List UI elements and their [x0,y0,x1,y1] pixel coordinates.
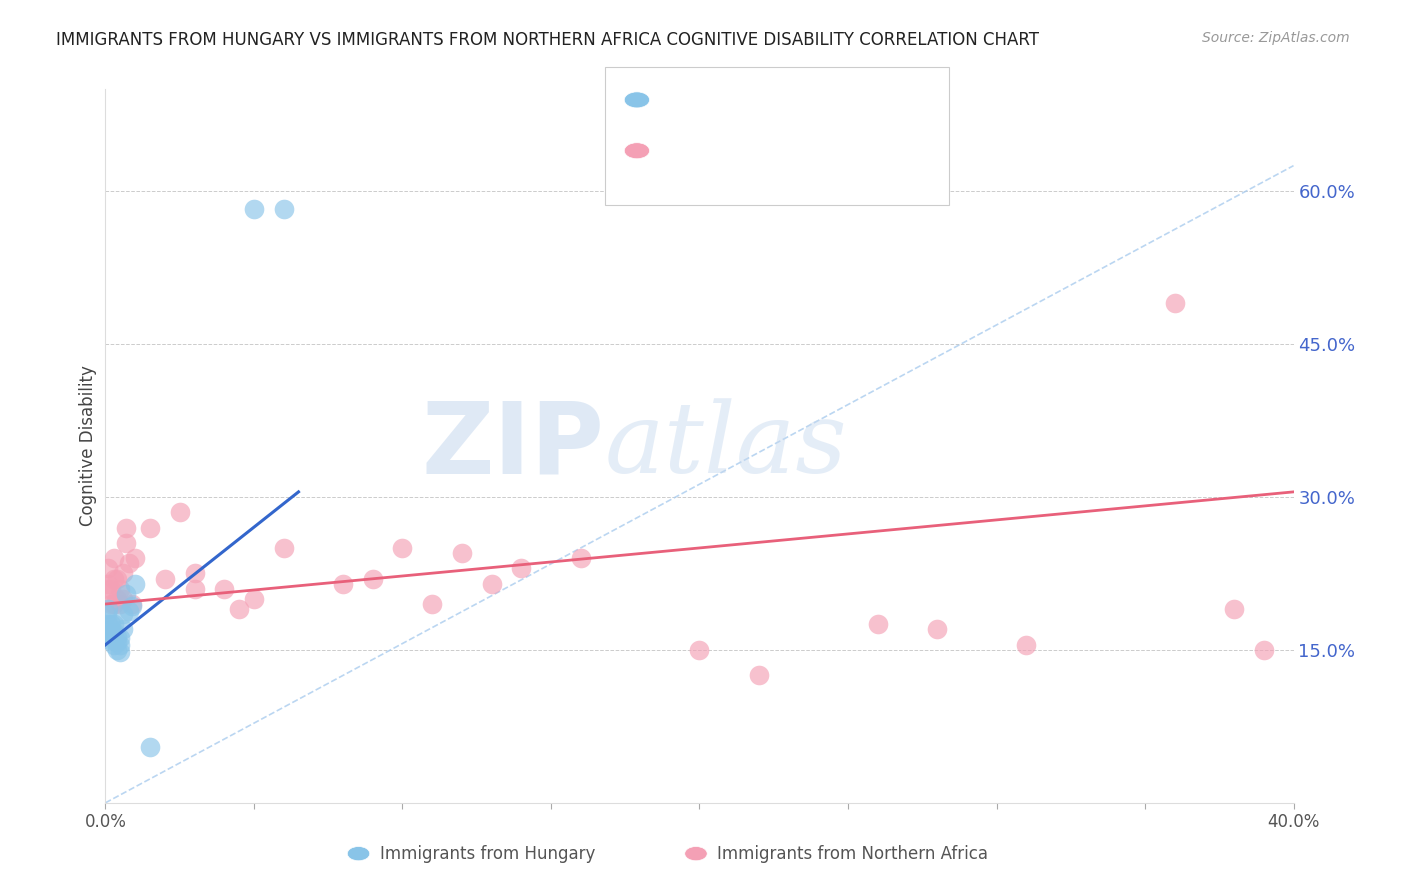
Text: N = 27: N = 27 [787,90,851,108]
Point [100,627,122,641]
Point [105,634,128,648]
Point [110,638,132,652]
Point [97,561,120,575]
Text: Immigrants from Northern Africa: Immigrants from Northern Africa [717,845,988,863]
Point [183,582,205,596]
Point [481,576,503,591]
Point [103,632,125,647]
Point [100,597,122,611]
Point [110,582,132,596]
Y-axis label: Cognitive Disability: Cognitive Disability [79,366,97,526]
Point [112,607,135,622]
Point [450,546,472,560]
Point [105,643,128,657]
Point [105,572,128,586]
Point [103,597,125,611]
Point [214,582,236,596]
Point [1253,643,1275,657]
Point [153,572,176,586]
Point [103,617,125,632]
Point [98,632,121,647]
Point [100,582,122,596]
Point [110,597,132,611]
Text: R = 0.357: R = 0.357 [659,141,749,159]
Point [97,602,120,616]
Point [110,645,132,659]
Point [97,617,120,632]
Point [273,202,295,217]
Point [103,551,125,566]
Point [121,597,143,611]
Point [112,591,135,606]
Point [139,520,162,534]
Point [243,202,266,217]
Point [1164,296,1187,310]
Point [103,572,125,586]
Point [510,561,533,575]
Point [118,556,141,570]
Point [169,505,191,519]
Text: atlas: atlas [605,399,848,493]
Point [391,541,413,555]
Text: Immigrants from Hungary: Immigrants from Hungary [380,845,595,863]
Point [748,668,770,682]
Point [115,536,138,550]
Point [927,623,949,637]
Point [243,591,266,606]
Point [112,623,135,637]
Point [105,630,128,644]
Point [105,591,128,606]
Point [273,541,295,555]
Point [689,643,711,657]
Point [97,576,120,591]
Point [420,597,443,611]
Point [118,604,141,618]
Point [97,627,120,641]
Text: N = 44: N = 44 [787,141,851,159]
Point [100,617,122,632]
Point [96,607,118,622]
Point [103,624,125,639]
Text: Source: ZipAtlas.com: Source: ZipAtlas.com [1202,31,1350,45]
Text: ZIP: ZIP [422,398,605,494]
Point [228,602,250,616]
Point [121,599,143,613]
Point [569,551,592,566]
Point [103,638,125,652]
Point [110,631,132,645]
Text: IMMIGRANTS FROM HUNGARY VS IMMIGRANTS FROM NORTHERN AFRICA COGNITIVE DISABILITY : IMMIGRANTS FROM HUNGARY VS IMMIGRANTS FR… [56,31,1039,49]
Point [332,576,354,591]
Point [361,572,384,586]
Text: R = 0.353: R = 0.353 [659,90,749,108]
Point [112,566,135,581]
Point [124,576,146,591]
Point [1223,602,1246,616]
Point [115,520,138,534]
Point [1015,638,1038,652]
Point [124,551,146,566]
Point [96,582,118,596]
Point [139,739,162,754]
Point [183,566,205,581]
Point [115,587,138,601]
Point [100,623,122,637]
Point [866,617,889,632]
